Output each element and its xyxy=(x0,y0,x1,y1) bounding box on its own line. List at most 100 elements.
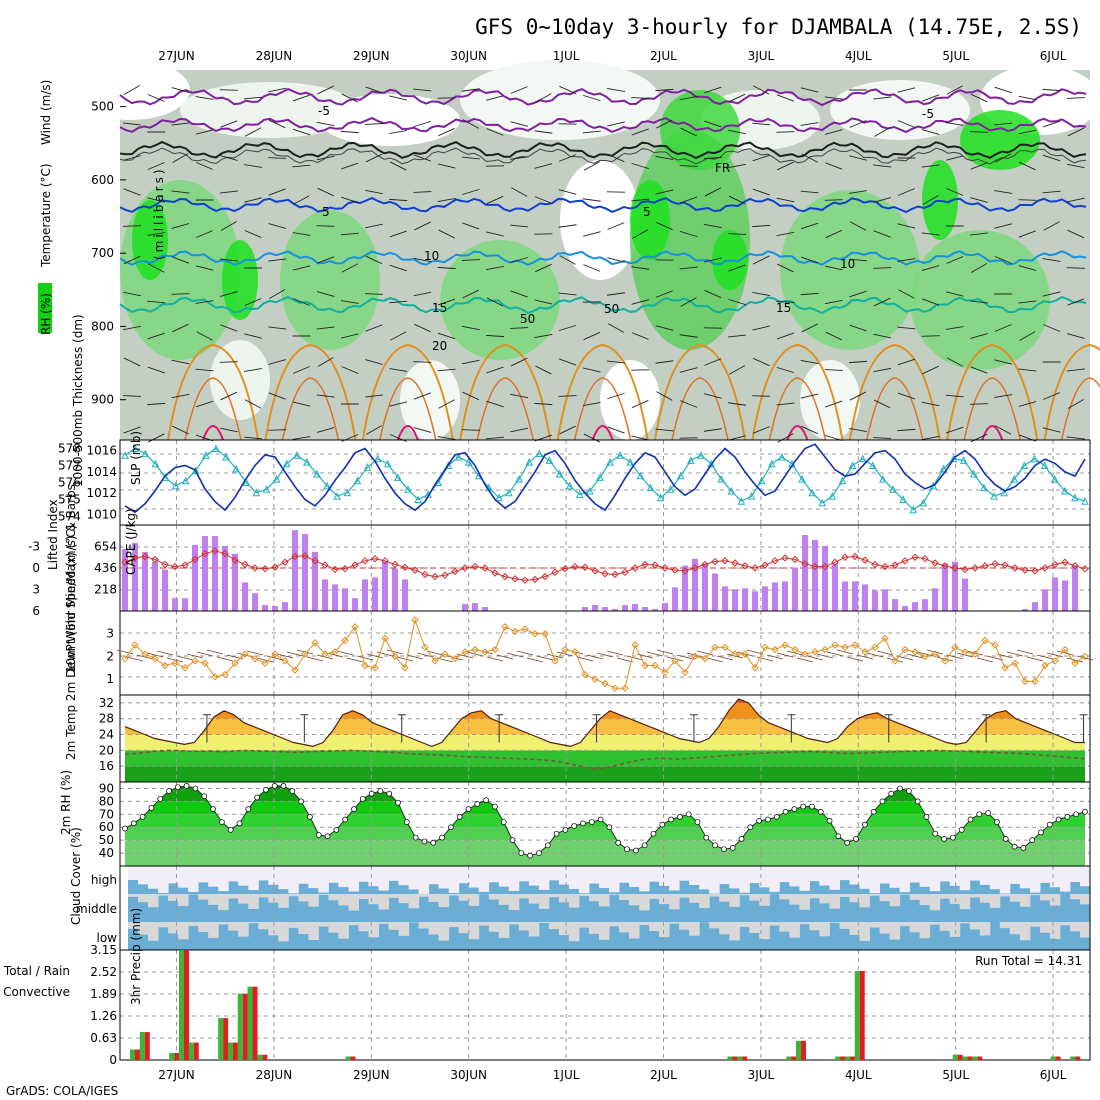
wind-barb-9-19 xyxy=(582,401,601,407)
wind-barb-0-33 xyxy=(922,94,940,102)
li-point-38 xyxy=(501,572,509,581)
cloud-cell-1-11 xyxy=(238,894,249,904)
wind-barb-6-29 xyxy=(824,299,843,305)
wind-surface-barb-39 xyxy=(506,652,524,658)
rh-tick-5: 40 xyxy=(99,846,114,860)
cloud-cell-0-7 xyxy=(198,866,209,883)
cloud-cell-1-69 xyxy=(819,894,830,904)
cloud-cell-2-0 xyxy=(128,922,139,929)
rh-point-80 xyxy=(826,817,833,824)
rh-dry-area-11 xyxy=(210,340,270,420)
cape-bar-66 xyxy=(782,581,788,611)
wind-speed-point-47 xyxy=(591,675,599,683)
wind-barb-0-7 xyxy=(292,94,311,102)
rh-moist-area-8 xyxy=(132,200,168,280)
li-point-93 xyxy=(1051,560,1059,569)
li-point-36 xyxy=(481,564,489,572)
cloud-cell-1-10 xyxy=(228,894,239,899)
wind-speed-point-33 xyxy=(451,654,459,663)
cloud-cell-2-19 xyxy=(318,922,329,927)
cape-bar-78 xyxy=(902,606,908,611)
wind-speed-point-74 xyxy=(861,648,869,656)
wind-barb-5-30 xyxy=(848,258,868,262)
precip-tick-1: 2.52 xyxy=(90,965,117,979)
wind-barb-9-14 xyxy=(462,391,480,401)
wind-barb-5-34 xyxy=(946,256,964,264)
cape-bar-55 xyxy=(672,587,678,611)
cloud-cell-1-46 xyxy=(589,894,600,902)
cloud-cell-2-51 xyxy=(639,922,650,925)
wind-barb-2-27 xyxy=(777,161,794,171)
rh-band-3 xyxy=(125,801,1085,815)
wind-barb-8-26 xyxy=(752,357,770,367)
wind-barb-10-18 xyxy=(559,425,576,435)
contour-label-2: FR xyxy=(715,161,730,175)
cloud-cell-2-65 xyxy=(779,922,790,932)
cape-bar-21 xyxy=(332,584,338,611)
wind-surface-barb-13 xyxy=(246,650,264,656)
rh-point-45 xyxy=(518,850,525,856)
thickness-point-42 xyxy=(545,456,554,464)
wind-barb-5-24 xyxy=(703,257,722,263)
contour-20-arch-9 xyxy=(1043,343,1100,441)
rh-point-96 xyxy=(967,816,974,823)
cloud-cell-1-55 xyxy=(679,894,690,898)
wind-barb-4-0 xyxy=(122,225,142,227)
wind-barb-6-2 xyxy=(171,293,190,295)
wind-barb-1-12 xyxy=(413,120,432,128)
wind-barb-6-0 xyxy=(123,291,141,297)
cloud-cell-2-46 xyxy=(589,922,600,934)
wind-speed-point-91 xyxy=(1031,677,1039,686)
thickness-point-25 xyxy=(373,454,382,463)
wind-tick-1: 2 xyxy=(106,649,114,663)
cloud-cell-1-29 xyxy=(418,894,430,897)
wind-speed-point-83 xyxy=(951,643,959,652)
wind-barb-0-34 xyxy=(946,85,963,95)
wind-barb-0-23 xyxy=(679,95,698,101)
wind-speed-point-90 xyxy=(1021,677,1029,686)
rh-point-23 xyxy=(324,833,331,840)
wind-barb-8-33 xyxy=(922,365,939,375)
wind-speed-point-92 xyxy=(1041,661,1049,670)
li-point-25 xyxy=(371,554,379,563)
contour-25-arch-3 xyxy=(476,377,534,441)
wind-barb-7-23 xyxy=(679,334,698,338)
precip-total-bar-0 xyxy=(130,1049,135,1060)
wind-surface-barb-91 xyxy=(1026,656,1044,662)
wind-barb-4-37 xyxy=(1018,230,1036,238)
li-point-7 xyxy=(191,555,199,564)
cloud-cell-2-90 xyxy=(1029,922,1041,927)
rh-point-68 xyxy=(721,846,727,853)
slp-tick-1: 1014 xyxy=(86,465,117,479)
wind-speed-point-75 xyxy=(871,643,879,652)
wind-barb-2-31 xyxy=(873,164,892,168)
rh-point-47 xyxy=(536,850,542,856)
wind-barb-1-25 xyxy=(728,129,746,135)
wind-barb-4-6 xyxy=(268,223,286,229)
wind-barb-2-23 xyxy=(679,165,698,167)
cloud-cell-1-83 xyxy=(959,894,971,910)
cloud-cell-1-0 xyxy=(128,894,139,897)
wind-barb-3-15 xyxy=(486,195,504,205)
li-point-6 xyxy=(181,561,189,569)
cloud-cell-2-21 xyxy=(338,922,349,939)
wind-barb-7-17 xyxy=(534,333,553,339)
wind-barb-5-17 xyxy=(534,263,552,273)
wind-surface-barb-48 xyxy=(596,652,614,658)
thickness-point-79 xyxy=(919,498,928,507)
cloud-cell-1-91 xyxy=(1039,894,1051,901)
wind-barb-0-11 xyxy=(389,95,408,101)
cloud-axis-title: Cloud Cover (%) xyxy=(69,827,83,925)
wind-barb-10-10 xyxy=(365,425,383,435)
li-point-80 xyxy=(921,554,929,563)
wind-barb-1-8 xyxy=(316,121,335,127)
wind-barb-5-39 xyxy=(1066,267,1085,269)
cloud-cell-2-37 xyxy=(498,922,510,938)
precip-convective-bar-73 xyxy=(849,1056,855,1060)
cloud-cell-0-65 xyxy=(779,866,790,883)
wind-speed-point-50 xyxy=(621,684,629,692)
cloud-cell-1-57 xyxy=(699,894,710,909)
cloud-cell-1-2 xyxy=(148,894,159,908)
cape-bar-61 xyxy=(732,589,738,611)
thickness-point-27 xyxy=(394,473,402,481)
